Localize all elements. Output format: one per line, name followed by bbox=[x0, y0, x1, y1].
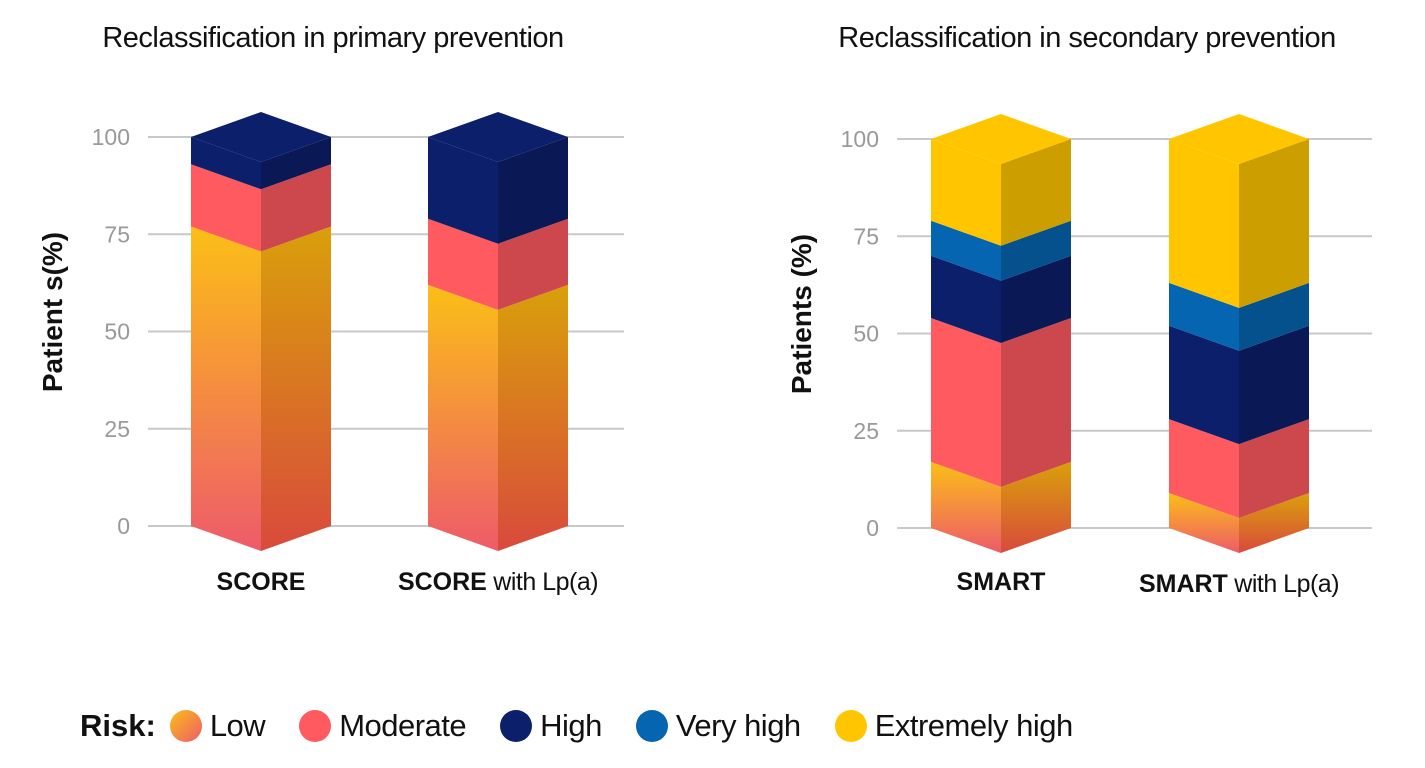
bar-segment-moderate bbox=[1169, 419, 1239, 518]
x-category-label-rest: with Lp(a) bbox=[1228, 570, 1339, 598]
y-axis-label: Patients (%) bbox=[786, 234, 817, 394]
y-tick-label: 0 bbox=[117, 513, 130, 539]
legend-title: Risk: bbox=[80, 708, 156, 743]
legend-label-very-high: Very high bbox=[675, 708, 801, 743]
bar-segment-low-side bbox=[1001, 461, 1071, 553]
bar-top-high bbox=[428, 112, 568, 162]
legend-swatch-moderate bbox=[299, 710, 332, 742]
bar-top-extremely_high bbox=[1169, 114, 1309, 164]
x-category-label-bold: SMART bbox=[1139, 570, 1228, 598]
bar-segment-high bbox=[428, 137, 498, 244]
chart-panel-2: Reclassification in secondary prevention… bbox=[786, 22, 1372, 598]
bar-segment-low bbox=[191, 226, 261, 551]
y-tick-label: 50 bbox=[104, 319, 130, 345]
bar-segment-low bbox=[428, 284, 498, 551]
bar-segment-low-side bbox=[498, 284, 568, 551]
bar-2 bbox=[1169, 114, 1309, 553]
x-category-label-bold: SMART bbox=[957, 568, 1046, 596]
bar-segment-moderate-side bbox=[261, 164, 331, 252]
legend-swatch-high bbox=[500, 710, 533, 742]
bar-segment-moderate bbox=[931, 317, 1001, 487]
bar-segment-high-side bbox=[261, 137, 331, 190]
chart-title: Reclassification in secondary prevention bbox=[838, 22, 1335, 54]
bar-segment-very_high bbox=[1169, 282, 1239, 351]
bar-segment-moderate bbox=[191, 164, 261, 252]
bar-1 bbox=[931, 114, 1071, 553]
x-category-label: SCORE bbox=[217, 568, 306, 596]
legend-swatch-extremely-high bbox=[834, 710, 867, 742]
legend-label-moderate: Moderate bbox=[339, 708, 467, 743]
bar-segment-moderate-side bbox=[1001, 317, 1071, 487]
chart-canvas: Reclassification in primary prevention Pa… bbox=[37, 22, 1372, 598]
bar-segment-moderate-side bbox=[1239, 419, 1309, 518]
legend-label-high: High bbox=[540, 708, 602, 743]
legend-swatch-very-high bbox=[635, 710, 668, 742]
x-category-label-rest: with Lp(a) bbox=[487, 568, 598, 596]
bar-2 bbox=[428, 112, 568, 551]
legend-label-low: Low bbox=[209, 708, 266, 743]
x-category-label: SCORE with Lp(a) bbox=[398, 568, 598, 596]
bar-segment-extremely_high-side bbox=[1001, 139, 1071, 246]
bar-segment-high bbox=[191, 137, 261, 190]
legend-item-extremely-high: Extremely high bbox=[834, 708, 1074, 744]
bar-segment-high bbox=[1169, 325, 1239, 445]
chart-title: Reclassification in primary prevention bbox=[102, 22, 563, 54]
bar-top-extremely_high bbox=[931, 114, 1071, 164]
y-tick-label: 100 bbox=[841, 126, 879, 152]
bar-segment-low-side bbox=[261, 226, 331, 551]
legend-item-high: High bbox=[500, 708, 602, 744]
legend-item-low: Low bbox=[169, 708, 266, 744]
bar-segment-moderate bbox=[428, 218, 498, 310]
bar-segment-extremely_high-side bbox=[1239, 139, 1309, 308]
chart-panel-1: Reclassification in primary prevention Pa… bbox=[37, 22, 624, 596]
y-tick-label: 25 bbox=[853, 418, 879, 444]
y-tick-label: 75 bbox=[853, 223, 879, 249]
bar-top-high bbox=[191, 112, 331, 162]
bar-segment-moderate-side bbox=[498, 218, 568, 310]
y-tick-label: 25 bbox=[104, 416, 130, 442]
bar-segment-extremely_high bbox=[931, 139, 1001, 246]
x-category-label: SMART with Lp(a) bbox=[1139, 570, 1339, 598]
y-axis-label: Patient s(%) bbox=[37, 232, 68, 392]
y-tick-label: 100 bbox=[92, 124, 130, 150]
legend: Risk: Low Moderate High Very high Extrem… bbox=[80, 708, 1107, 744]
bar-1 bbox=[191, 112, 331, 551]
legend-item-moderate: Moderate bbox=[299, 708, 467, 744]
x-category-label-bold: SCORE bbox=[398, 568, 487, 596]
bar-segment-high-side bbox=[1001, 255, 1071, 343]
bar-segment-extremely_high bbox=[1169, 139, 1239, 308]
x-category-label-bold: SCORE bbox=[217, 568, 306, 596]
bar-segment-low-side bbox=[1239, 492, 1309, 553]
bar-segment-high-side bbox=[498, 137, 568, 244]
x-category-label: SMART bbox=[957, 568, 1046, 596]
bar-segment-very_high-side bbox=[1239, 282, 1309, 351]
legend-label-extremely-high: Extremely high bbox=[874, 708, 1074, 743]
bar-segment-low bbox=[931, 461, 1001, 553]
y-tick-label: 50 bbox=[853, 321, 879, 347]
legend-swatch-low bbox=[169, 710, 202, 742]
bar-segment-very_high bbox=[931, 220, 1001, 281]
legend-item-very-high: Very high bbox=[635, 708, 801, 744]
bar-segment-very_high-side bbox=[1001, 220, 1071, 281]
bar-segment-low bbox=[1169, 492, 1239, 553]
bar-segment-high bbox=[931, 255, 1001, 343]
y-tick-label: 75 bbox=[104, 221, 130, 247]
y-tick-label: 0 bbox=[866, 515, 879, 541]
bar-segment-high-side bbox=[1239, 325, 1309, 445]
